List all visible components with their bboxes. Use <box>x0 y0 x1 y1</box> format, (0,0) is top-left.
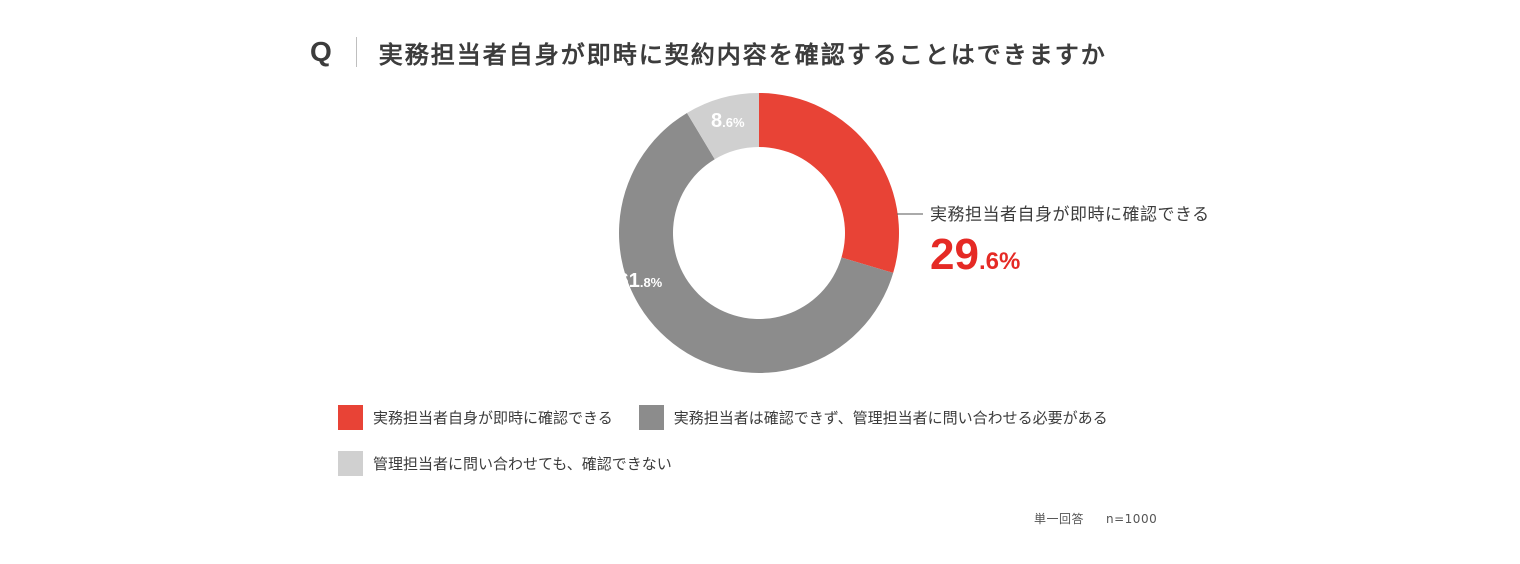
legend: 実務担当者自身が即時に確認できる 実務担当者は確認できず、管理担当者に問い合わせ… <box>338 403 1238 495</box>
legend-item-must-ask: 実務担当者は確認できず、管理担当者に問い合わせる必要がある <box>638 404 1108 430</box>
legend-swatch-immediate <box>338 404 363 430</box>
legend-label-must-ask: 実務担当者は確認できず、管理担当者に問い合わせる必要がある <box>673 408 1108 427</box>
callout-label: 実務担当者自身が即時に確認できる <box>930 205 1210 225</box>
question-text: 実務担当者自身が即時に契約内容を確認することはできますか <box>378 40 1107 69</box>
slice-must-ask <box>618 112 894 373</box>
legend-item-cannot-confirm: 管理担当者に問い合わせても、確認できない <box>338 450 672 476</box>
callout-value: 29.6% <box>930 233 1210 277</box>
callout-value-decimal: .6% <box>978 248 1021 275</box>
question-divider <box>355 37 357 67</box>
legend-label-cannot-confirm: 管理担当者に問い合わせても、確認できない <box>373 454 672 473</box>
slice-label-must-ask: 61.8% <box>618 270 663 292</box>
legend-label-immediate: 実務担当者自身が即時に確認できる <box>373 408 613 427</box>
legend-swatch-must-ask <box>638 404 664 430</box>
legend-swatch-cannot-confirm <box>338 450 363 476</box>
legend-item-immediate: 実務担当者自身が即時に確認できる <box>338 404 613 430</box>
legend-row-2: 管理担当者に問い合わせても、確認できない <box>338 449 1238 477</box>
callout: 実務担当者自身が即時に確認できる 29.6% <box>930 200 1210 277</box>
footnote: 単一回答 n=1000 <box>1034 510 1179 527</box>
footnote-sample-size: n=1000 <box>1106 512 1158 526</box>
slice-label-cannot-confirm: 8.6% <box>711 110 745 132</box>
slice-cannot-confirm <box>686 93 759 160</box>
legend-row-1: 実務担当者自身が即時に確認できる 実務担当者は確認できず、管理担当者に問い合わせ… <box>338 403 1238 431</box>
question-letter: Q <box>310 36 332 67</box>
footnote-answer-type: 単一回答 <box>1034 512 1085 526</box>
question-header: Q 実務担当者自身が即時に契約内容を確認することはできますか <box>310 30 1107 74</box>
slice-immediate <box>759 93 899 273</box>
callout-value-main: 29 <box>930 230 979 279</box>
